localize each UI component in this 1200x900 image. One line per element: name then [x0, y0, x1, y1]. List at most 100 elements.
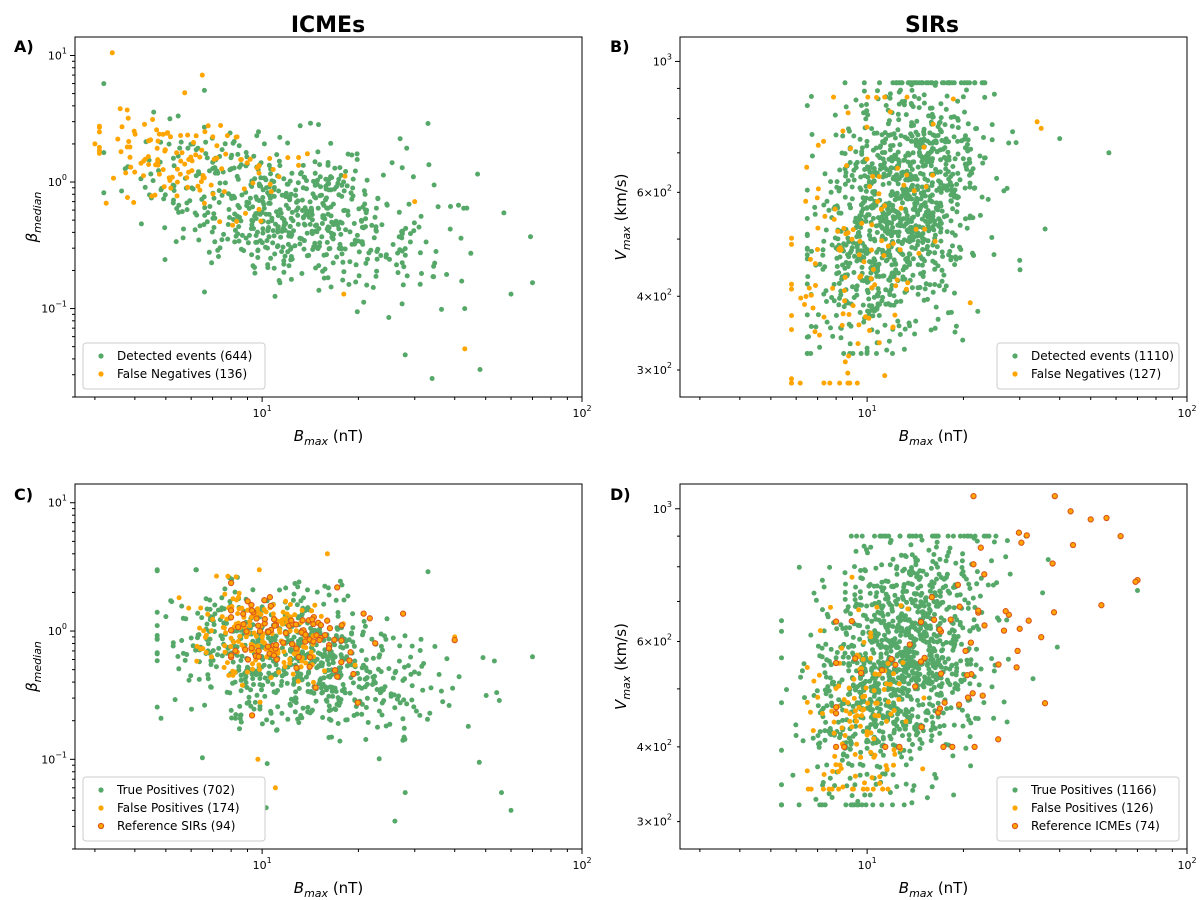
point-green [954, 665, 960, 671]
point-green [300, 162, 306, 168]
point-green [364, 177, 370, 183]
point-orange [178, 158, 184, 164]
point-green [326, 703, 332, 709]
point-orange [872, 713, 878, 718]
point-green [852, 731, 858, 737]
point-green [202, 289, 207, 295]
point-green [390, 242, 396, 247]
point-green [260, 230, 266, 236]
point-green [859, 802, 865, 808]
point-green [268, 255, 274, 261]
point-orange [845, 230, 851, 236]
point-green [341, 597, 347, 603]
point-green [1001, 188, 1007, 194]
point-orange [193, 152, 199, 158]
point-green [271, 233, 277, 239]
point-ref [326, 625, 334, 632]
point-green [279, 679, 285, 684]
point-green [928, 327, 934, 333]
point-green [926, 695, 932, 701]
point-ref [234, 623, 242, 631]
point-green [957, 255, 963, 261]
point-ref [295, 653, 302, 661]
point-green [919, 537, 925, 543]
point-green [967, 180, 973, 186]
point-orange [860, 786, 866, 792]
point-green [890, 772, 896, 778]
point-green [257, 676, 263, 681]
point-green [875, 293, 881, 299]
y-tick-label: 103 [653, 52, 672, 68]
point-green [850, 634, 856, 640]
point-green [941, 183, 947, 189]
point-orange [829, 708, 835, 714]
point-green [178, 139, 184, 145]
point-green [890, 202, 896, 208]
point-green [876, 687, 882, 693]
point-ref [912, 683, 919, 690]
point-green [206, 249, 212, 255]
point-green [871, 721, 877, 727]
point-green [221, 231, 227, 237]
point-green [832, 783, 838, 789]
point-green [304, 230, 310, 236]
point-green [967, 734, 973, 740]
point-green [817, 344, 823, 350]
point-orange [789, 313, 794, 319]
point-green [394, 262, 399, 268]
point-green [338, 665, 344, 671]
point-green [924, 623, 930, 629]
point-green [314, 589, 320, 595]
point-orange [808, 292, 814, 298]
point-orange [887, 681, 893, 687]
point-green [266, 234, 272, 240]
point-green [343, 227, 349, 233]
point-green [925, 238, 931, 244]
point-green [423, 239, 429, 245]
point-ref [1049, 560, 1056, 567]
point-green [919, 184, 925, 190]
point-green [855, 230, 861, 236]
point-green [932, 221, 938, 227]
point-green [238, 246, 244, 252]
point-green [804, 252, 810, 258]
point-green [350, 680, 356, 686]
point-green [326, 661, 332, 667]
point-green [953, 254, 958, 260]
point-green [337, 165, 343, 171]
point-green [900, 679, 906, 685]
point-green [216, 188, 222, 194]
point-orange [160, 167, 166, 173]
point-green [993, 533, 999, 539]
point-green [864, 108, 870, 114]
point-green [886, 277, 892, 283]
point-green [949, 662, 955, 668]
point-green [239, 653, 245, 659]
point-green [864, 603, 870, 609]
point-green [900, 267, 906, 273]
point-green [254, 692, 260, 698]
point-green [363, 216, 369, 222]
point-green [299, 611, 305, 617]
point-green [528, 234, 533, 240]
point-orange [124, 107, 130, 113]
point-green [919, 140, 925, 146]
point-ref [981, 622, 988, 629]
point-green [947, 682, 953, 688]
point-ref [981, 571, 988, 578]
point-green [311, 690, 317, 696]
point-green [264, 238, 270, 244]
point-green [303, 212, 309, 218]
point-green [866, 296, 872, 302]
point-ref [227, 607, 235, 614]
point-green [886, 686, 892, 692]
point-green [262, 693, 268, 699]
point-green [821, 202, 827, 208]
point-orange [874, 95, 879, 100]
point-orange [244, 160, 250, 166]
point-green [836, 188, 842, 194]
legend-label: Reference SIRs (94) [117, 819, 235, 833]
point-green [909, 800, 915, 806]
